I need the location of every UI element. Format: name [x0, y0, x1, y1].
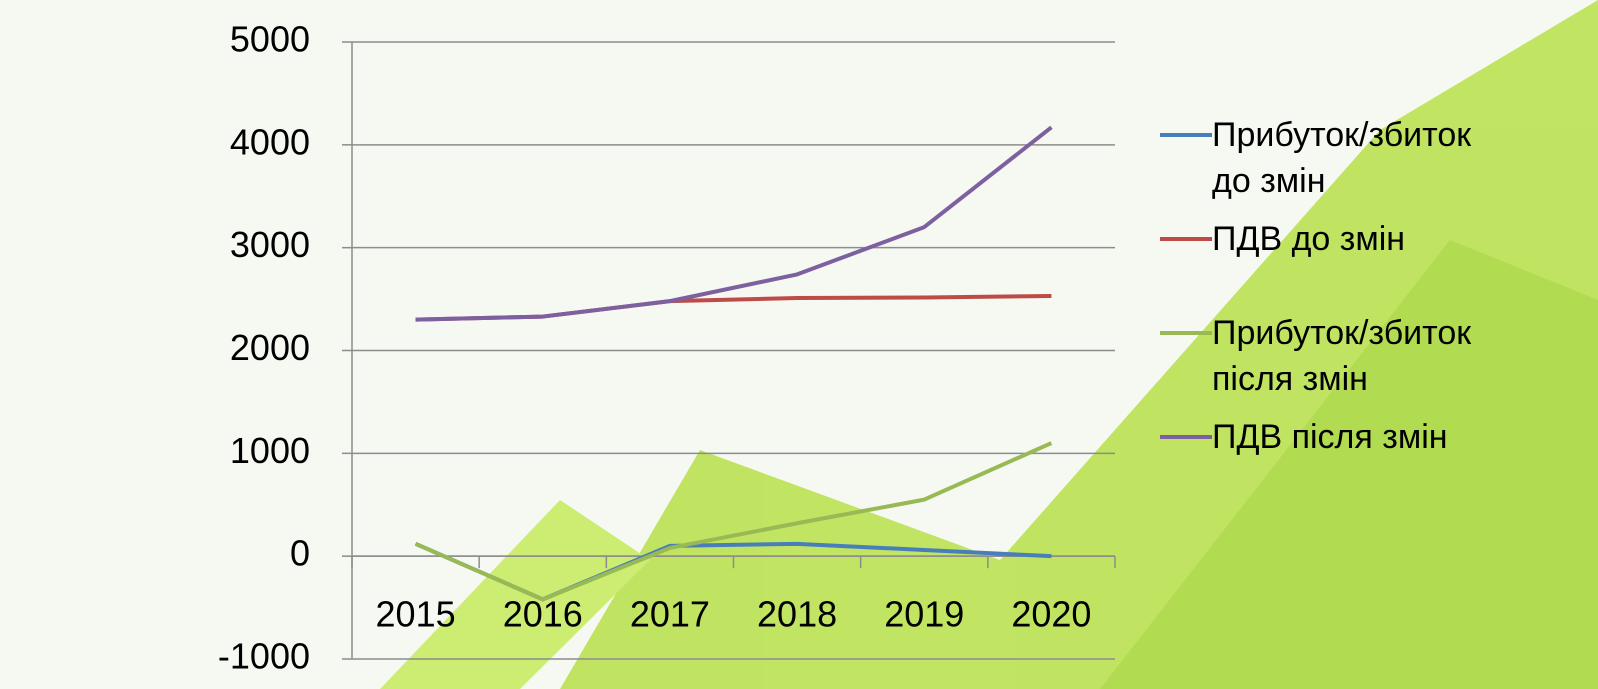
legend-item: Прибуток/збиток після змін: [1160, 310, 1580, 402]
y-tick-label: 0: [290, 533, 310, 574]
x-tick-label: 2020: [1011, 594, 1091, 635]
legend-item: ПДВ до змін: [1160, 216, 1580, 262]
x-tick-label: 2017: [630, 594, 710, 635]
y-tick-label: 4000: [230, 121, 310, 162]
x-tick-label: 2019: [884, 594, 964, 635]
legend-swatch: [1160, 133, 1212, 137]
legend-item: ПДВ після змін: [1160, 414, 1580, 460]
legend-item: Прибуток/збиток до змін: [1160, 112, 1580, 204]
legend-swatch: [1160, 435, 1212, 439]
legend-label: Прибуток/збиток після змін: [1212, 314, 1472, 398]
y-tick-label: -1000: [218, 636, 310, 677]
legend-label: Прибуток/збиток до змін: [1212, 116, 1472, 200]
y-tick-label: 1000: [230, 430, 310, 471]
y-tick-label: 5000: [230, 19, 310, 60]
legend-label: ПДВ до змін: [1212, 220, 1406, 258]
background: [380, 0, 1598, 689]
x-tick-label: 2015: [376, 594, 456, 635]
series-line: [414, 441, 1053, 602]
y-tick-label: 3000: [230, 224, 310, 265]
legend-swatch: [1160, 331, 1212, 335]
legend-label: ПДВ після змін: [1212, 418, 1448, 456]
legend-swatch: [1160, 237, 1212, 241]
y-tick-label: 2000: [230, 327, 310, 368]
series-line: [415, 125, 1053, 322]
legend: Прибуток/збиток до змін ПДВ до змін Прибут…: [1160, 112, 1580, 472]
x-tick-label: 2018: [757, 594, 837, 635]
